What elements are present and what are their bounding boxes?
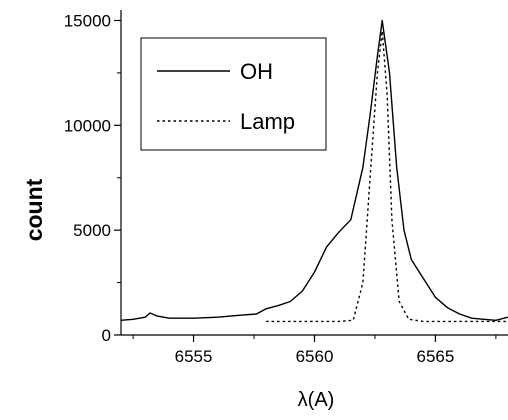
x-axis-label: λ(A) xyxy=(298,389,335,411)
x-tick-label: 6565 xyxy=(417,347,455,366)
y-ticks: 0 5000 10000 15000 xyxy=(64,11,121,345)
x-ticks: 6555 6560 6565 xyxy=(132,335,497,366)
y-tick-label: 0 xyxy=(102,326,111,345)
series-group xyxy=(120,19,508,323)
series-line-oh xyxy=(120,19,508,321)
series-line-lamp xyxy=(266,30,508,323)
x-tick-label: 6560 xyxy=(296,347,334,366)
y-axis-label: count xyxy=(21,178,47,241)
y-tick-label: 5000 xyxy=(73,221,111,240)
legend-box xyxy=(140,37,327,151)
legend-lamp-label: Lamp xyxy=(240,109,295,134)
y-tick-label: 15000 xyxy=(64,11,111,30)
y-tick-label: 10000 xyxy=(64,116,111,135)
legend: OH Lamp xyxy=(140,37,327,151)
x-tick-label: 6555 xyxy=(175,347,213,366)
plot-area: 0 5000 10000 15000 6555 6560 6565 xyxy=(64,10,508,366)
legend-oh-label: OH xyxy=(240,59,273,84)
